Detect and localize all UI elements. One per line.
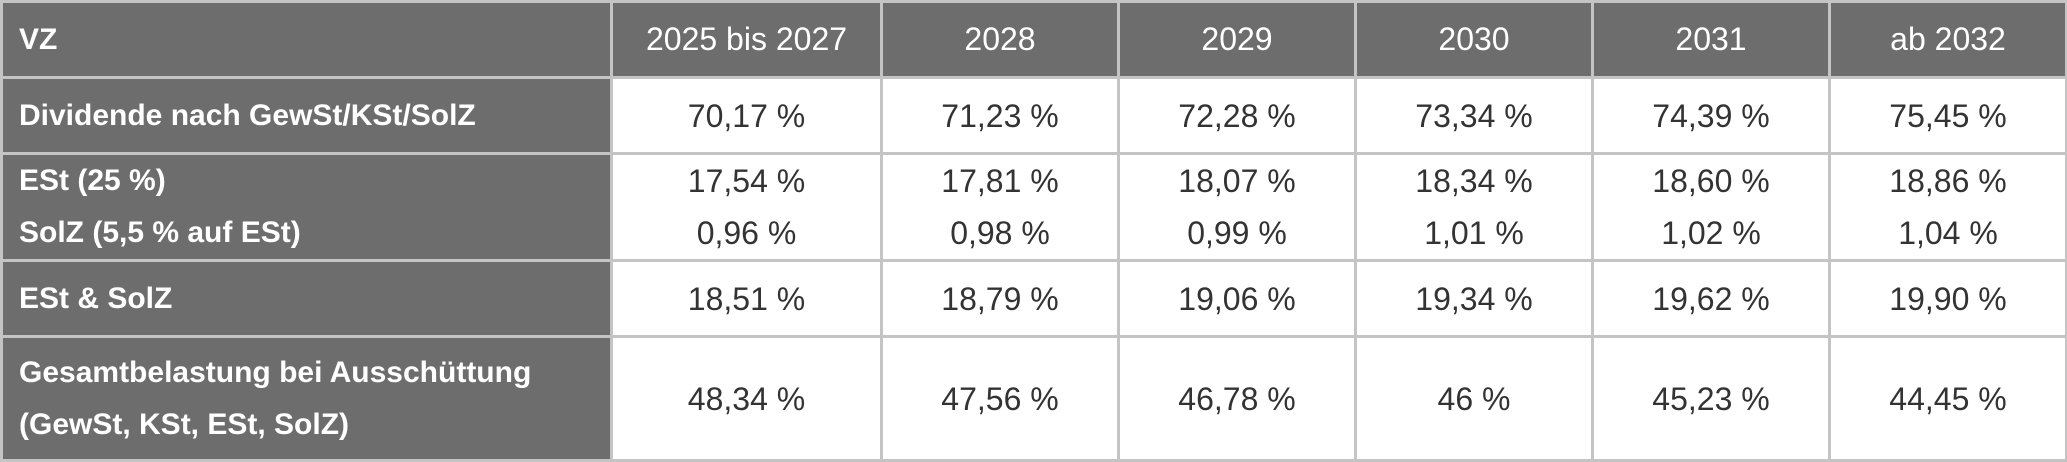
corner-label: VZ (0, 0, 613, 79)
table-row: Dividende nach GewSt/KSt/SolZ 70,17 % 71… (0, 76, 2067, 155)
table-cell: 18,60 % 1,02 % (1591, 152, 1831, 262)
table-cell: 74,39 % (1591, 76, 1831, 155)
row-label-est-and-solz: ESt & SolZ (0, 259, 613, 338)
table-row: ESt (25 %) SolZ (5,5 % auf ESt) 17,54 % … (0, 152, 2067, 262)
year-header: 2028 (880, 0, 1120, 79)
table-cell: 18,86 % 1,04 % (1828, 152, 2067, 262)
row-label-solz: SolZ (5,5 % auf ESt) (19, 216, 301, 249)
table-cell: 47,56 % (880, 335, 1120, 462)
year-header: 2029 (1117, 0, 1357, 79)
table-cell: 18,34 % 1,01 % (1354, 152, 1594, 262)
solz-value: 0,99 % (1187, 215, 1287, 251)
table-cell: 19,34 % (1354, 259, 1594, 338)
year-header: 2031 (1591, 0, 1831, 79)
row-label-dividende: Dividende nach GewSt/KSt/SolZ (0, 76, 613, 155)
est-value: 17,54 % (687, 163, 806, 199)
table-cell: 19,62 % (1591, 259, 1831, 338)
row-label-line: (GewSt, KSt, ESt, SolZ) (19, 407, 350, 441)
table-row: ESt & SolZ 18,51 % 18,79 % 19,06 % 19,34… (0, 259, 2067, 338)
row-label-est-solz-split: ESt (25 %) SolZ (5,5 % auf ESt) (0, 152, 613, 262)
table-cell: 71,23 % (880, 76, 1120, 155)
row-label-est: ESt (25 %) (19, 164, 166, 197)
table-cell: 17,54 % 0,96 % (610, 152, 883, 262)
table-cell: 18,07 % 0,99 % (1117, 152, 1357, 262)
year-header: 2030 (1354, 0, 1594, 79)
solz-value: 0,98 % (950, 215, 1050, 251)
table-cell: 72,28 % (1117, 76, 1357, 155)
table-row: Gesamtbelastung bei Ausschüttung (GewSt,… (0, 335, 2067, 462)
est-value: 18,07 % (1178, 163, 1296, 199)
table-cell: 17,81 % 0,98 % (880, 152, 1120, 262)
table-cell: 19,06 % (1117, 259, 1357, 338)
est-value: 18,86 % (1889, 163, 2007, 199)
table-cell: 18,79 % (880, 259, 1120, 338)
row-label-gesamtbelastung: Gesamtbelastung bei Ausschüttung (GewSt,… (0, 335, 613, 462)
solz-value: 0,96 % (696, 215, 797, 251)
table-cell: 48,34 % (610, 335, 883, 462)
est-value: 18,60 % (1652, 163, 1770, 199)
year-header: 2025 bis 2027 (610, 0, 883, 79)
est-value: 17,81 % (941, 163, 1059, 199)
row-label-line: Gesamtbelastung bei Ausschüttung (19, 355, 532, 389)
header-row: VZ 2025 bis 2027 2028 2029 2030 2031 ab … (0, 0, 2067, 79)
table-cell: 45,23 % (1591, 335, 1831, 462)
solz-value: 1,01 % (1424, 215, 1524, 251)
table-cell: 73,34 % (1354, 76, 1594, 155)
table-cell: 18,51 % (610, 259, 883, 338)
solz-value: 1,02 % (1661, 215, 1761, 251)
table-cell: 46,78 % (1117, 335, 1357, 462)
year-header: ab 2032 (1828, 0, 2067, 79)
table-cell: 19,90 % (1828, 259, 2067, 338)
table-cell: 70,17 % (610, 76, 883, 155)
solz-value: 1,04 % (1898, 215, 1998, 251)
table-cell: 46 % (1354, 335, 1594, 462)
table-cell: 75,45 % (1828, 76, 2067, 155)
est-value: 18,34 % (1415, 163, 1533, 199)
table-cell: 44,45 % (1828, 335, 2067, 462)
